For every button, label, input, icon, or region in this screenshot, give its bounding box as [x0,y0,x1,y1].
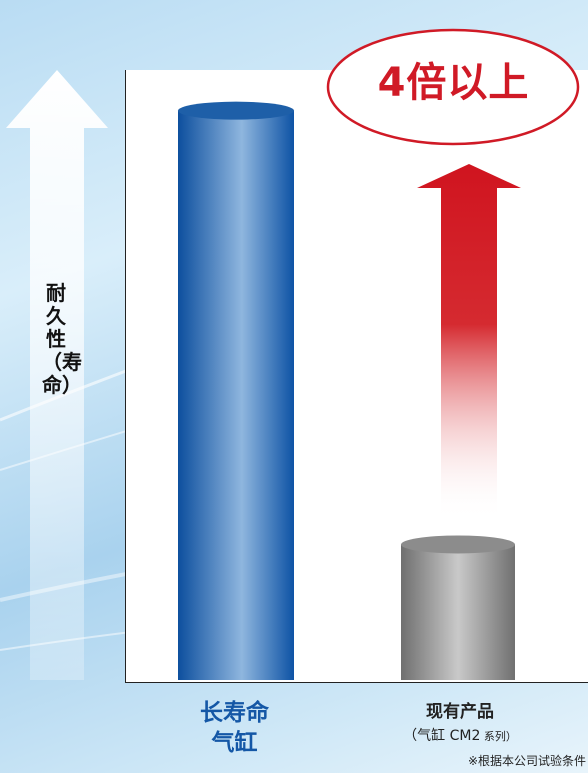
growth-arrow [417,164,521,520]
bar-existing-cap [401,535,515,554]
x-tick-label-existing-line2: （气缸 CM2 系列） [380,724,540,749]
y-axis-label: 耐久性（寿命） [42,281,82,397]
bar-existing [401,544,515,680]
x-tick-label-existing-line1: 现有产品 [426,702,494,722]
x-tick-label-existing: 现有产品 （气缸 CM2 系列） [380,700,540,749]
x-tick-label-long-life-line2: 气缸 [211,730,258,756]
bar-long-life [178,110,294,680]
axis-arrow [6,70,108,680]
x-tick-label-long-life-line1: 长寿命 [200,700,269,726]
x-tick-label-existing-line2-main: （气缸 CM2 [403,728,481,744]
x-tick-label-existing-note: 系列） [480,730,517,743]
annotation-badge [326,28,580,146]
footnote: ※根据本公司试验条件 [467,754,586,768]
bar-long-life-cap [178,101,294,120]
x-tick-label-long-life: 长寿命 气缸 [172,698,297,758]
annotation-text: 4倍以上 [377,60,530,106]
